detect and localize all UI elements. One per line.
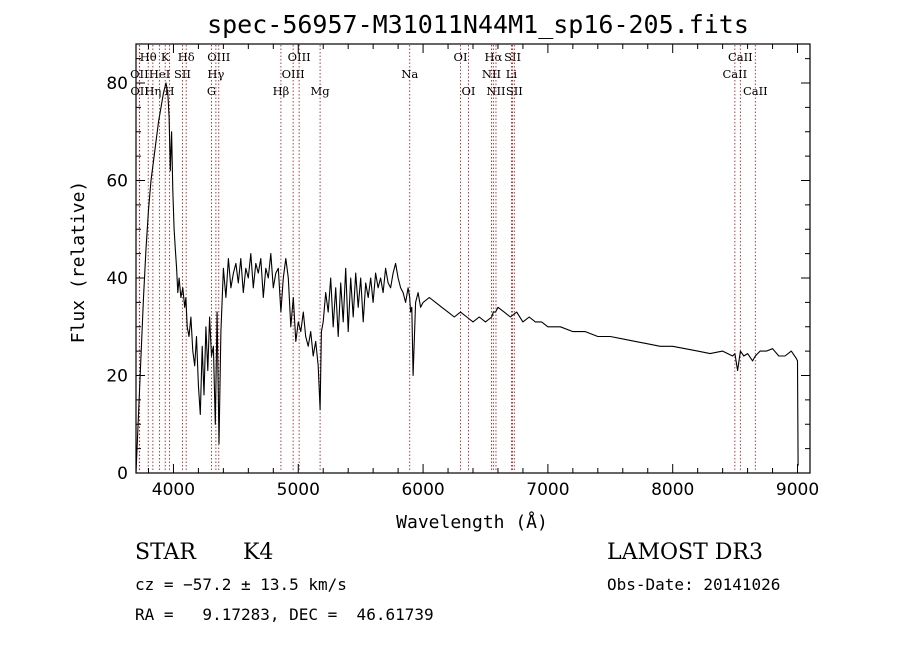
spectral-line-label: OI [462, 84, 476, 98]
spectral-line-label: OIII [282, 67, 305, 81]
x-tick-label: 4000 [152, 480, 195, 500]
survey-name: LAMOST DR3 [607, 540, 763, 565]
spectrum-chart: spec-56957-M31011N44M1_sp16-205.fits Hθ O… [68, 10, 819, 533]
redshift-text: cz = −57.2 ± 13.5 km/s [135, 575, 347, 594]
spectral-line-label: Na [401, 67, 418, 81]
y-tick-label: 20 [106, 367, 128, 387]
spectral-line-label: Hθ [140, 50, 157, 64]
x-tick-label: 9000 [776, 480, 819, 500]
y-tick-label: 40 [106, 269, 128, 289]
spectral-line-label: OI [454, 50, 468, 64]
coordinates-text: RA = 9.17283, DEC = 46.61739 [135, 605, 434, 624]
spectral-line-label: SII [504, 50, 521, 64]
y-tick-label: 80 [106, 74, 128, 94]
spectral-line-label: G [207, 84, 216, 98]
spectral-line-label: OIII [207, 50, 230, 64]
spectral-line-label: Hα [484, 50, 502, 64]
object-class: STAR [135, 540, 196, 565]
axis-ticks: 4000 5000 6000 7000 8000 9000 0 20 40 60 80 [106, 44, 819, 500]
spectral-line-label: Hδ [178, 50, 195, 64]
spectral-line-label: NII [486, 84, 505, 98]
spectral-line-label: SII [506, 84, 523, 98]
spectral-line-label: Hβ [273, 84, 290, 98]
y-axis-label: Flux (relative) [68, 181, 89, 344]
spectral-line-label: K [161, 50, 170, 64]
spectrum-line [135, 82, 799, 474]
x-tick-label: 7000 [526, 480, 569, 500]
spectral-line-label: CaII [728, 50, 753, 64]
spectral-line-label: CaII [743, 84, 768, 98]
spectral-line-label: H [165, 84, 175, 98]
spectral-line-label: Hγ [207, 67, 224, 81]
x-tick-label: 8000 [651, 480, 694, 500]
chart-title: spec-56957-M31011N44M1_sp16-205.fits [207, 10, 749, 39]
y-tick-label: 60 [106, 172, 128, 192]
spectral-line-label: HeI [149, 67, 170, 81]
object-subclass: K4 [243, 540, 274, 565]
obs-date-text: Obs-Date: 20141026 [607, 575, 781, 594]
spectral-line-label: Hη [144, 84, 161, 98]
x-tick-label: 5000 [277, 480, 320, 500]
spectral-line-label: CaII [722, 67, 747, 81]
spectral-line-label: SII [174, 67, 191, 81]
spectral-line-label: Mg [311, 84, 331, 98]
x-axis-label: Wavelength (Å) [396, 511, 548, 533]
plot-frame [135, 43, 811, 474]
spectral-line-label: NII [482, 67, 501, 81]
spectral-line-label: OII [130, 84, 149, 98]
spectral-line-label: Li [506, 67, 518, 81]
y-tick-label: 0 [117, 464, 128, 484]
spectral-line-label: OIII [288, 50, 311, 64]
x-tick-label: 6000 [401, 480, 444, 500]
